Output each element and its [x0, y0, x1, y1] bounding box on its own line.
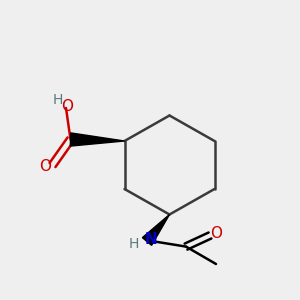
- Polygon shape: [70, 133, 124, 146]
- Text: O: O: [61, 99, 74, 114]
- Text: O: O: [211, 226, 223, 241]
- Text: H: H: [52, 94, 63, 107]
- Polygon shape: [142, 214, 170, 245]
- Text: N: N: [144, 232, 157, 247]
- Text: O: O: [39, 159, 51, 174]
- Text: H: H: [128, 238, 139, 251]
